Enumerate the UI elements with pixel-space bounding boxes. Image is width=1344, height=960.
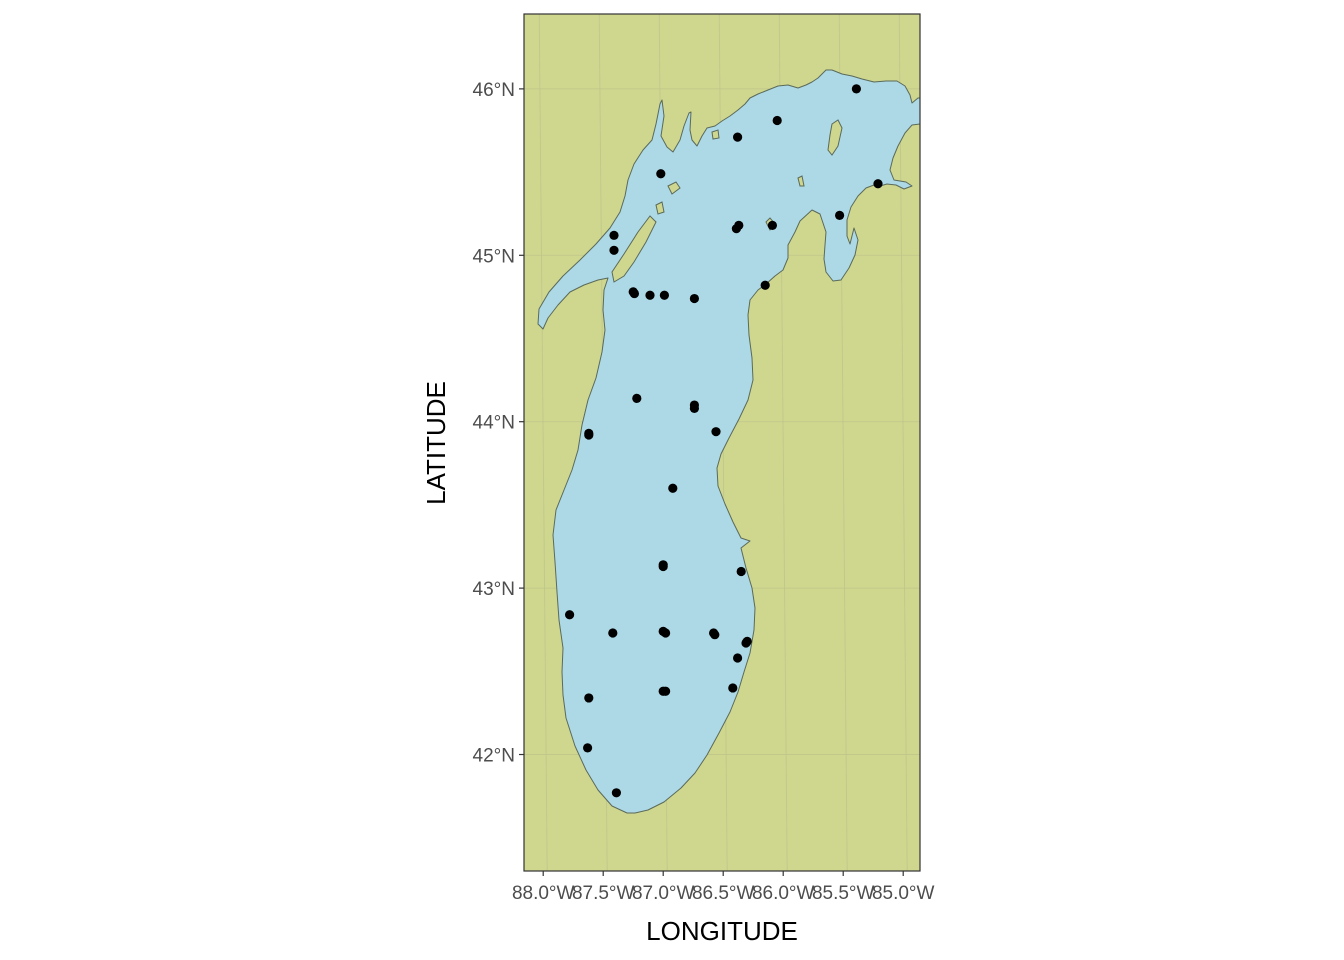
station-points	[565, 84, 883, 798]
station-point	[733, 653, 743, 663]
station-point	[659, 290, 670, 300]
x-axis-ticks: 88.0°W87.5°W87.0°W86.5°W86.0°W85.5°W85.0…	[512, 871, 935, 904]
station-point	[760, 280, 770, 290]
station-point	[767, 220, 778, 230]
x-tick-label: 86.0°W	[752, 883, 815, 904]
station-point	[689, 403, 700, 413]
island-washington	[611, 215, 657, 283]
island-small-north	[711, 129, 720, 140]
station-point	[668, 483, 678, 493]
station-point	[835, 210, 845, 220]
station-point	[584, 428, 594, 438]
station-point	[645, 290, 655, 300]
station-point	[710, 630, 720, 640]
island-north-bay	[797, 175, 805, 187]
x-tick-label: 85.5°W	[812, 883, 875, 904]
island-summer	[667, 181, 681, 195]
station-point	[629, 288, 640, 299]
y-tick-label: 42°N	[473, 746, 515, 767]
y-tick-label: 45°N	[473, 246, 515, 267]
y-tick-label: 46°N	[473, 80, 515, 101]
station-point	[741, 638, 751, 648]
y-tick-label: 44°N	[473, 413, 515, 434]
x-tick-label: 88.0°W	[512, 883, 575, 904]
station-point	[661, 628, 671, 638]
station-point	[736, 566, 746, 577]
x-axis-title: LONGITUDE	[646, 916, 798, 946]
station-point	[851, 84, 862, 94]
station-point	[565, 610, 575, 620]
station-point	[608, 628, 618, 638]
station-point	[661, 686, 671, 696]
x-tick-label: 86.5°W	[692, 883, 755, 904]
x-tick-label: 85.0°W	[872, 883, 935, 904]
station-point	[733, 132, 743, 142]
station-point	[609, 230, 619, 240]
y-axis-ticks: 42°N 43°N 44°N 45°N 46°N	[473, 80, 524, 767]
station-point	[711, 427, 721, 437]
x-tick-label: 87.0°W	[632, 883, 695, 904]
station-point	[609, 245, 619, 255]
y-axis-title: LATITUDE	[421, 381, 451, 505]
station-point	[731, 224, 742, 234]
station-point	[873, 179, 883, 189]
station-point	[728, 683, 738, 693]
station-point	[772, 115, 782, 126]
grid-meridian	[538, 14, 548, 871]
panel-frame	[523, 13, 921, 872]
station-point	[656, 169, 666, 179]
station-point	[632, 393, 642, 404]
station-point	[689, 293, 700, 304]
x-tick-label: 87.5°W	[572, 883, 635, 904]
station-point	[583, 743, 593, 753]
y-tick-label: 43°N	[473, 579, 515, 600]
station-point	[584, 693, 594, 703]
station-point	[658, 561, 668, 572]
island-chambers	[655, 201, 665, 215]
island-beaver	[827, 119, 843, 156]
station-point	[611, 788, 622, 798]
grid-meridian	[898, 14, 908, 871]
